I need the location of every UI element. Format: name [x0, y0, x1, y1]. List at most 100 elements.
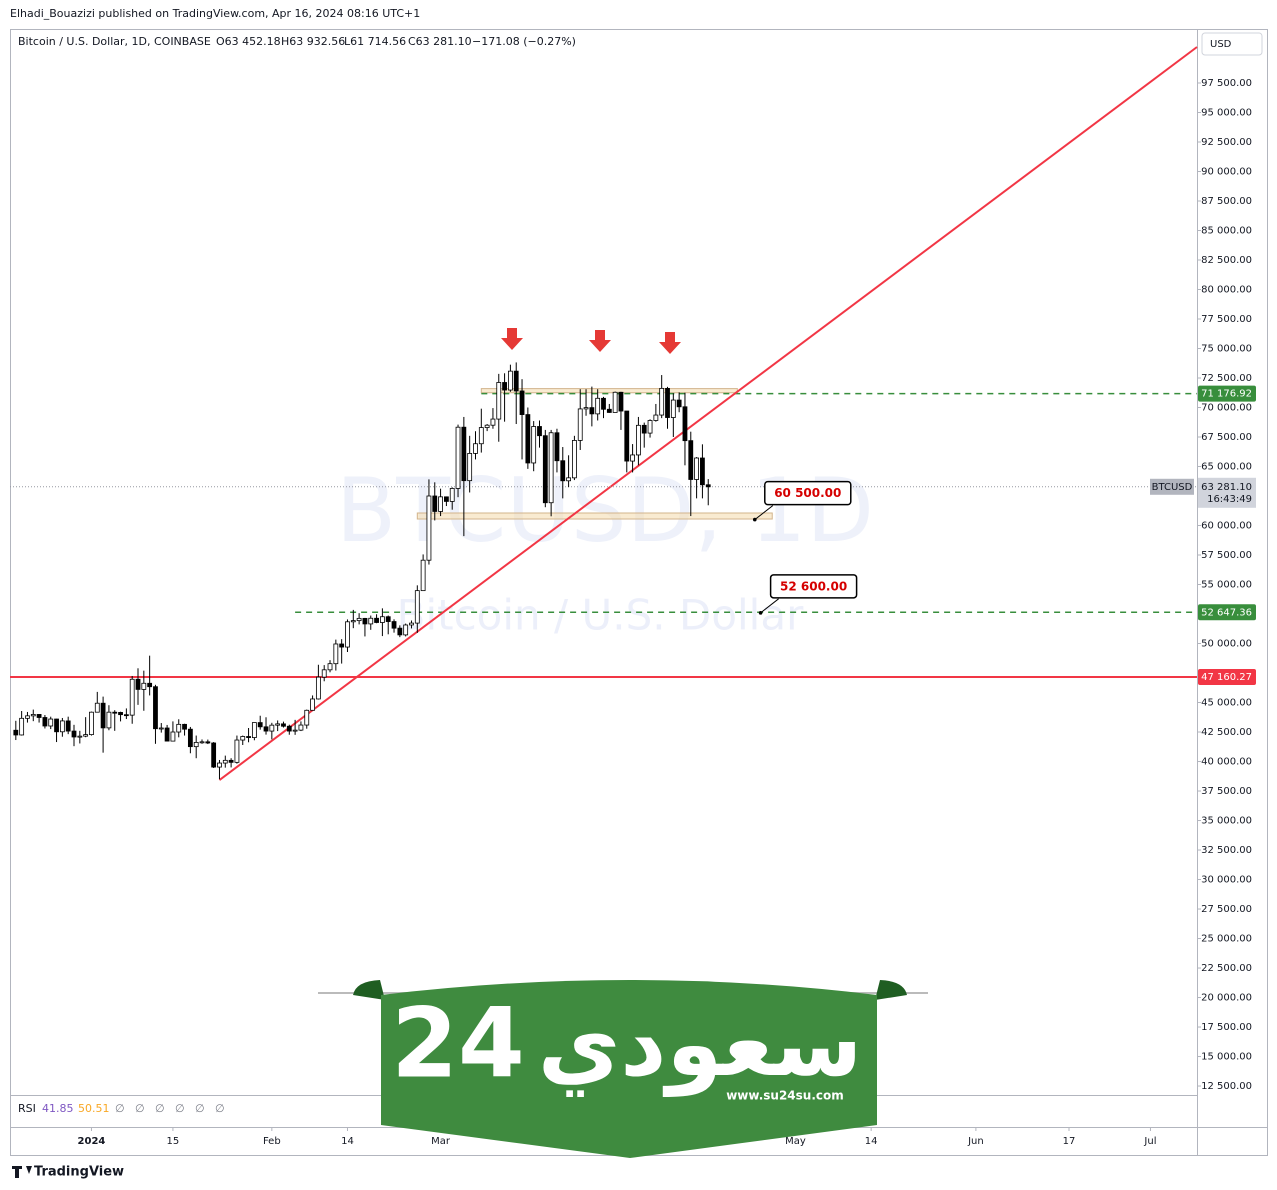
y-tick-label: 17 500.00 — [1201, 1022, 1252, 1033]
footer-logo[interactable]: TradingView — [34, 1165, 124, 1180]
rsi-value: 50.51 — [78, 1102, 110, 1115]
candle-body — [83, 734, 89, 737]
candle-body — [705, 484, 711, 488]
candle-body — [443, 496, 449, 502]
x-tick-label: Feb — [263, 1136, 281, 1147]
y-tick-label: 95 000.00 — [1201, 107, 1252, 118]
y-tick-label: 57 500.00 — [1201, 550, 1252, 561]
x-tick-label: 2024 — [78, 1136, 106, 1147]
candle-body — [193, 741, 199, 748]
callout-label: 60 500.00 — [774, 486, 841, 500]
candle-body — [222, 759, 228, 764]
watermark-name: Bitcoin / U.S. Dollar — [397, 591, 804, 640]
x-tick-label: 14 — [341, 1136, 354, 1147]
candle-body — [601, 397, 606, 410]
candle-body — [548, 432, 554, 504]
candle-body — [641, 424, 647, 434]
candle-body — [199, 741, 205, 744]
y-tick-label: 40 000.00 — [1201, 757, 1252, 768]
candle-body — [42, 717, 48, 727]
candle-body — [129, 678, 135, 716]
candle-body — [630, 454, 635, 462]
y-tick-label: 35 000.00 — [1201, 816, 1252, 827]
candle-body — [251, 722, 257, 738]
candle-body — [327, 663, 333, 671]
candle-body — [176, 723, 182, 733]
candle-body — [65, 720, 71, 732]
x-tick-label: Mar — [431, 1136, 451, 1147]
candle-body — [513, 370, 519, 392]
candle-body — [368, 617, 374, 625]
y-tick-label: 12 500.00 — [1201, 1081, 1252, 1092]
trendline — [218, 46, 1198, 781]
y-tick-label: 27 500.00 — [1201, 904, 1252, 915]
y-tick-label: 72 500.00 — [1201, 373, 1252, 384]
rsi-flag: ∅ — [115, 1102, 125, 1115]
candle-body — [30, 714, 36, 717]
candle-body — [310, 698, 315, 711]
ribbon — [381, 980, 877, 1158]
candle-body — [77, 735, 83, 738]
candle-body — [54, 718, 59, 733]
currency-box[interactable] — [1201, 32, 1263, 56]
candle-body — [414, 590, 420, 624]
candle-body — [106, 711, 112, 729]
candle-body — [356, 617, 362, 622]
candle-body — [554, 432, 560, 462]
y-tick-label: 70 000.00 — [1201, 402, 1252, 413]
candle-body — [432, 495, 438, 512]
y-tick-label: 42 500.00 — [1201, 727, 1252, 738]
rsi-name: RSI — [18, 1102, 36, 1115]
candle-body — [508, 370, 513, 391]
logo-overlay: 24 سعودي www.su24su.com — [318, 980, 928, 1158]
ohlc-change: −171.08 (−0.27%) — [472, 35, 576, 48]
arrow — [659, 332, 681, 354]
arrows — [501, 328, 681, 354]
candle-body — [187, 728, 193, 748]
candle-body — [59, 720, 65, 733]
candle-body — [659, 387, 665, 416]
candle-body — [490, 418, 496, 426]
y-tick-label: 75 000.00 — [1201, 343, 1252, 354]
candle-body — [205, 741, 211, 744]
candle-body — [228, 759, 234, 763]
candle-body — [94, 702, 100, 713]
candle-body — [589, 407, 595, 415]
callout-pointer — [754, 505, 774, 520]
candle-body — [461, 426, 467, 482]
candle-body — [304, 709, 310, 726]
candle-body — [473, 443, 478, 454]
brand-arabic: سعودي — [538, 992, 862, 1097]
candle-body — [211, 742, 217, 768]
candle-body — [560, 460, 566, 482]
candle-body — [164, 727, 170, 742]
y-tick-label: 30 000.00 — [1201, 875, 1252, 886]
candle-body — [263, 726, 269, 732]
watermark-symbol: BTCUSD, 1D — [336, 459, 874, 562]
x-tick-label: Jul — [1143, 1136, 1156, 1147]
x-tick-label: Jun — [967, 1136, 984, 1147]
ohlc-low: L61 714.56 — [344, 35, 406, 48]
rsi-flag: ∅ — [155, 1102, 165, 1115]
candle-body — [636, 424, 641, 456]
candle-body — [496, 382, 502, 420]
level-label: 71 176.92 — [1201, 389, 1252, 400]
y-tick-label: 65 000.00 — [1201, 462, 1252, 473]
candle-body — [449, 488, 455, 502]
y-tick-label: 87 500.00 — [1201, 196, 1252, 207]
level-label: 52 647.36 — [1201, 607, 1252, 618]
y-tick-label: 92 500.00 — [1201, 137, 1252, 148]
candle-body — [653, 414, 659, 421]
rsi-flag: ∅ — [195, 1102, 205, 1115]
callout-anchor — [758, 611, 763, 615]
publisher: Elhadi_Bouazizi published on TradingView… — [10, 7, 420, 20]
candle-body — [25, 715, 30, 719]
candle-body — [147, 682, 153, 688]
rsi-flag: ∅ — [175, 1102, 185, 1115]
candle-body — [269, 724, 275, 732]
y-tick-label: 60 000.00 — [1201, 521, 1252, 532]
rsi-value: 41.85 — [42, 1102, 74, 1115]
candle-body — [682, 406, 688, 442]
currency[interactable]: USD — [1210, 39, 1232, 50]
